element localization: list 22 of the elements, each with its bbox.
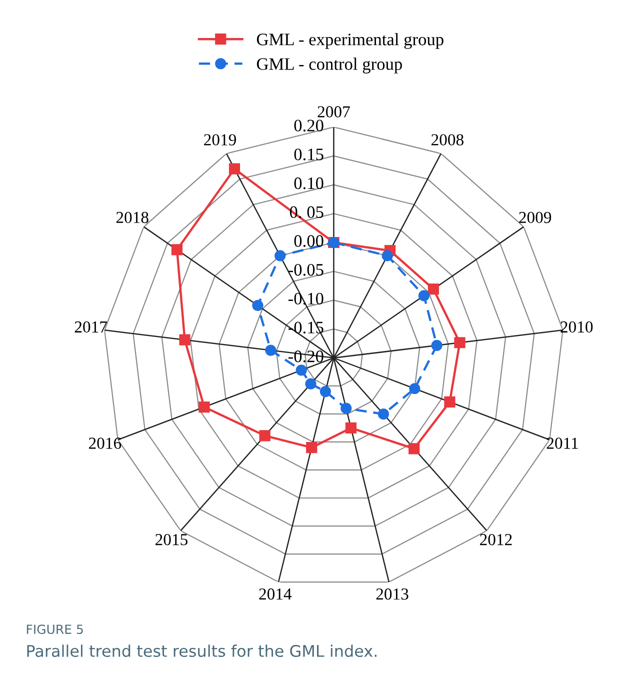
y-tick-label: 0.00	[294, 235, 324, 247]
spoke-label: 2012	[480, 534, 512, 546]
spoke-label: 2017	[74, 321, 107, 333]
caption: FIGURE 5	[26, 624, 83, 634]
legend-label: GML - control group	[256, 58, 402, 74]
spoke-label: 2011	[546, 438, 578, 449]
y-tick-label: 0.20	[294, 120, 324, 132]
legend-label: GML - experimental group	[256, 33, 444, 49]
spoke-label: 2019	[204, 134, 236, 146]
spoke-label: 2015	[156, 534, 188, 546]
y-tick-label: 0.15	[294, 148, 324, 160]
text: Parallel trend test results for the GML index.	[27, 644, 376, 657]
spoke-label: 2010	[560, 321, 593, 333]
spoke-label: 2008	[431, 134, 464, 146]
y-tick-label: -0.05	[288, 264, 324, 276]
spoke-label: 2009	[519, 212, 552, 224]
spoke-label: 2013	[376, 588, 408, 600]
spoke-label: 2018	[116, 212, 148, 224]
spoke-label: 2016	[88, 438, 122, 449]
spoke-label: 2014	[259, 588, 292, 600]
y-tick-label: 0.10	[294, 177, 324, 190]
spoke-label: 2007	[318, 106, 350, 118]
